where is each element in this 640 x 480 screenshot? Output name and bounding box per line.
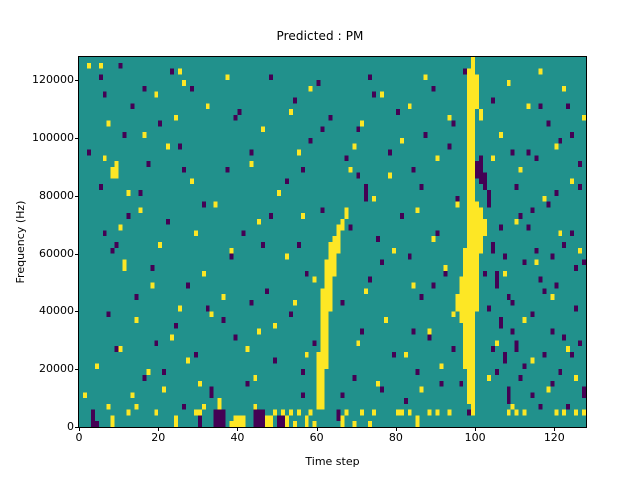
x-tick-mark (158, 427, 160, 431)
y-tick-mark (75, 137, 79, 139)
x-tick-label: 20 (151, 431, 166, 444)
x-tick-mark (395, 427, 397, 431)
y-tick-label: 60000 (39, 246, 74, 260)
y-tick-mark (75, 195, 79, 197)
y-tick-mark (75, 427, 79, 428)
x-tick-mark (316, 427, 318, 431)
x-tick-mark (554, 427, 556, 431)
x-tick-label: 40 (230, 431, 245, 444)
y-tick-label: 120000 (32, 73, 74, 87)
y-tick-label: 100000 (32, 130, 74, 144)
x-tick-label: 120 (543, 431, 565, 444)
y-tick-mark (75, 311, 79, 313)
y-tick-label: 20000 (39, 362, 74, 376)
x-tick-label: 80 (388, 431, 403, 444)
y-tick-label: 0 (67, 420, 74, 433)
y-tick-mark (75, 369, 79, 371)
x-tick-label: 0 (75, 431, 83, 444)
y-tick-label: 40000 (39, 304, 74, 318)
chart-title: Predicted : PM (276, 29, 364, 43)
x-axis-label: Time step (305, 455, 360, 468)
x-tick-mark (475, 427, 477, 431)
y-tick-label: 80000 (39, 188, 74, 202)
x-tick-label: 60 (309, 431, 324, 444)
heatmap-image (79, 57, 586, 427)
y-tick-mark (75, 253, 79, 255)
x-tick-mark (237, 427, 239, 431)
y-tick-mark (75, 80, 79, 82)
x-tick-mark (79, 427, 80, 431)
heatmap-plot-area (78, 56, 587, 428)
x-tick-label: 100 (464, 431, 486, 444)
